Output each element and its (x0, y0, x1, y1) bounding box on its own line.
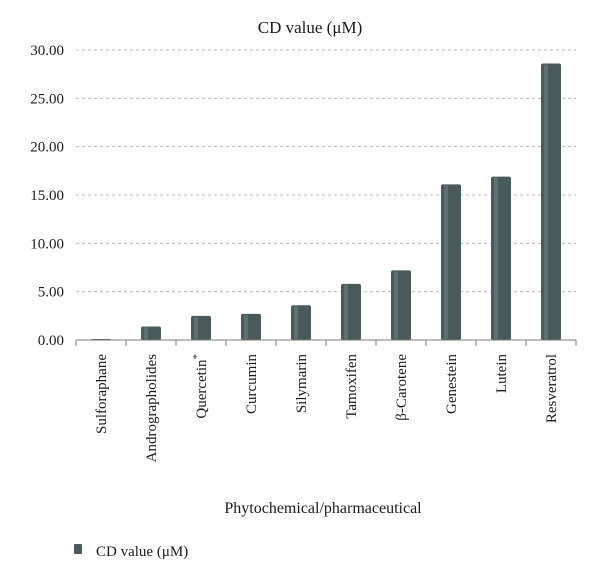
chart-title: CD value (μM) (258, 18, 362, 37)
bar-highlight (244, 314, 248, 339)
x-tick-label: Tamoxifen (344, 354, 360, 419)
y-tick-label: 10.00 (30, 236, 64, 252)
bar-highlight (144, 327, 148, 339)
bar-highlight (194, 316, 198, 339)
bar-highlight (494, 177, 498, 339)
legend-label: CD value (μM) (96, 544, 188, 560)
x-tick-label: Curcumin (244, 354, 260, 414)
x-tick-label: Resveratrol (544, 354, 560, 423)
x-tick-label: Andrographolides (144, 354, 160, 462)
y-tick-label: 15.00 (30, 188, 64, 204)
legend-swatch (74, 544, 82, 554)
y-tick-label: 30.00 (30, 43, 64, 59)
bars (91, 63, 561, 341)
bar-highlight (294, 306, 298, 339)
x-axis-ticks: Sulforaphane Andrographolides Quercetin* Cu… (75, 340, 577, 462)
bar-highlight (544, 64, 548, 340)
x-tick-label: Lutein (494, 354, 510, 394)
bar-highlight (394, 271, 398, 339)
y-tick-label: 5.00 (38, 285, 64, 301)
y-axis-ticks: 0.00 5.00 10.00 15.00 20.00 25.00 30.00 (30, 43, 64, 349)
x-tick-label: Sulforaphane (94, 354, 110, 434)
bar-highlight (344, 284, 348, 339)
x-tick-label: Genestein (444, 354, 460, 414)
x-axis-label: Phytochemical/pharmaceutical (224, 500, 422, 517)
x-tick-label: Silymarin (294, 354, 310, 414)
y-tick-label: 0.00 (38, 333, 64, 349)
y-tick-label: 25.00 (30, 91, 64, 107)
bar-highlight (444, 185, 448, 339)
legend: CD value (μM) (74, 544, 188, 560)
x-tick-label: Quercetin* (191, 354, 210, 419)
x-tick-label: β-Carotene (394, 354, 410, 421)
y-tick-label: 20.00 (30, 140, 64, 156)
